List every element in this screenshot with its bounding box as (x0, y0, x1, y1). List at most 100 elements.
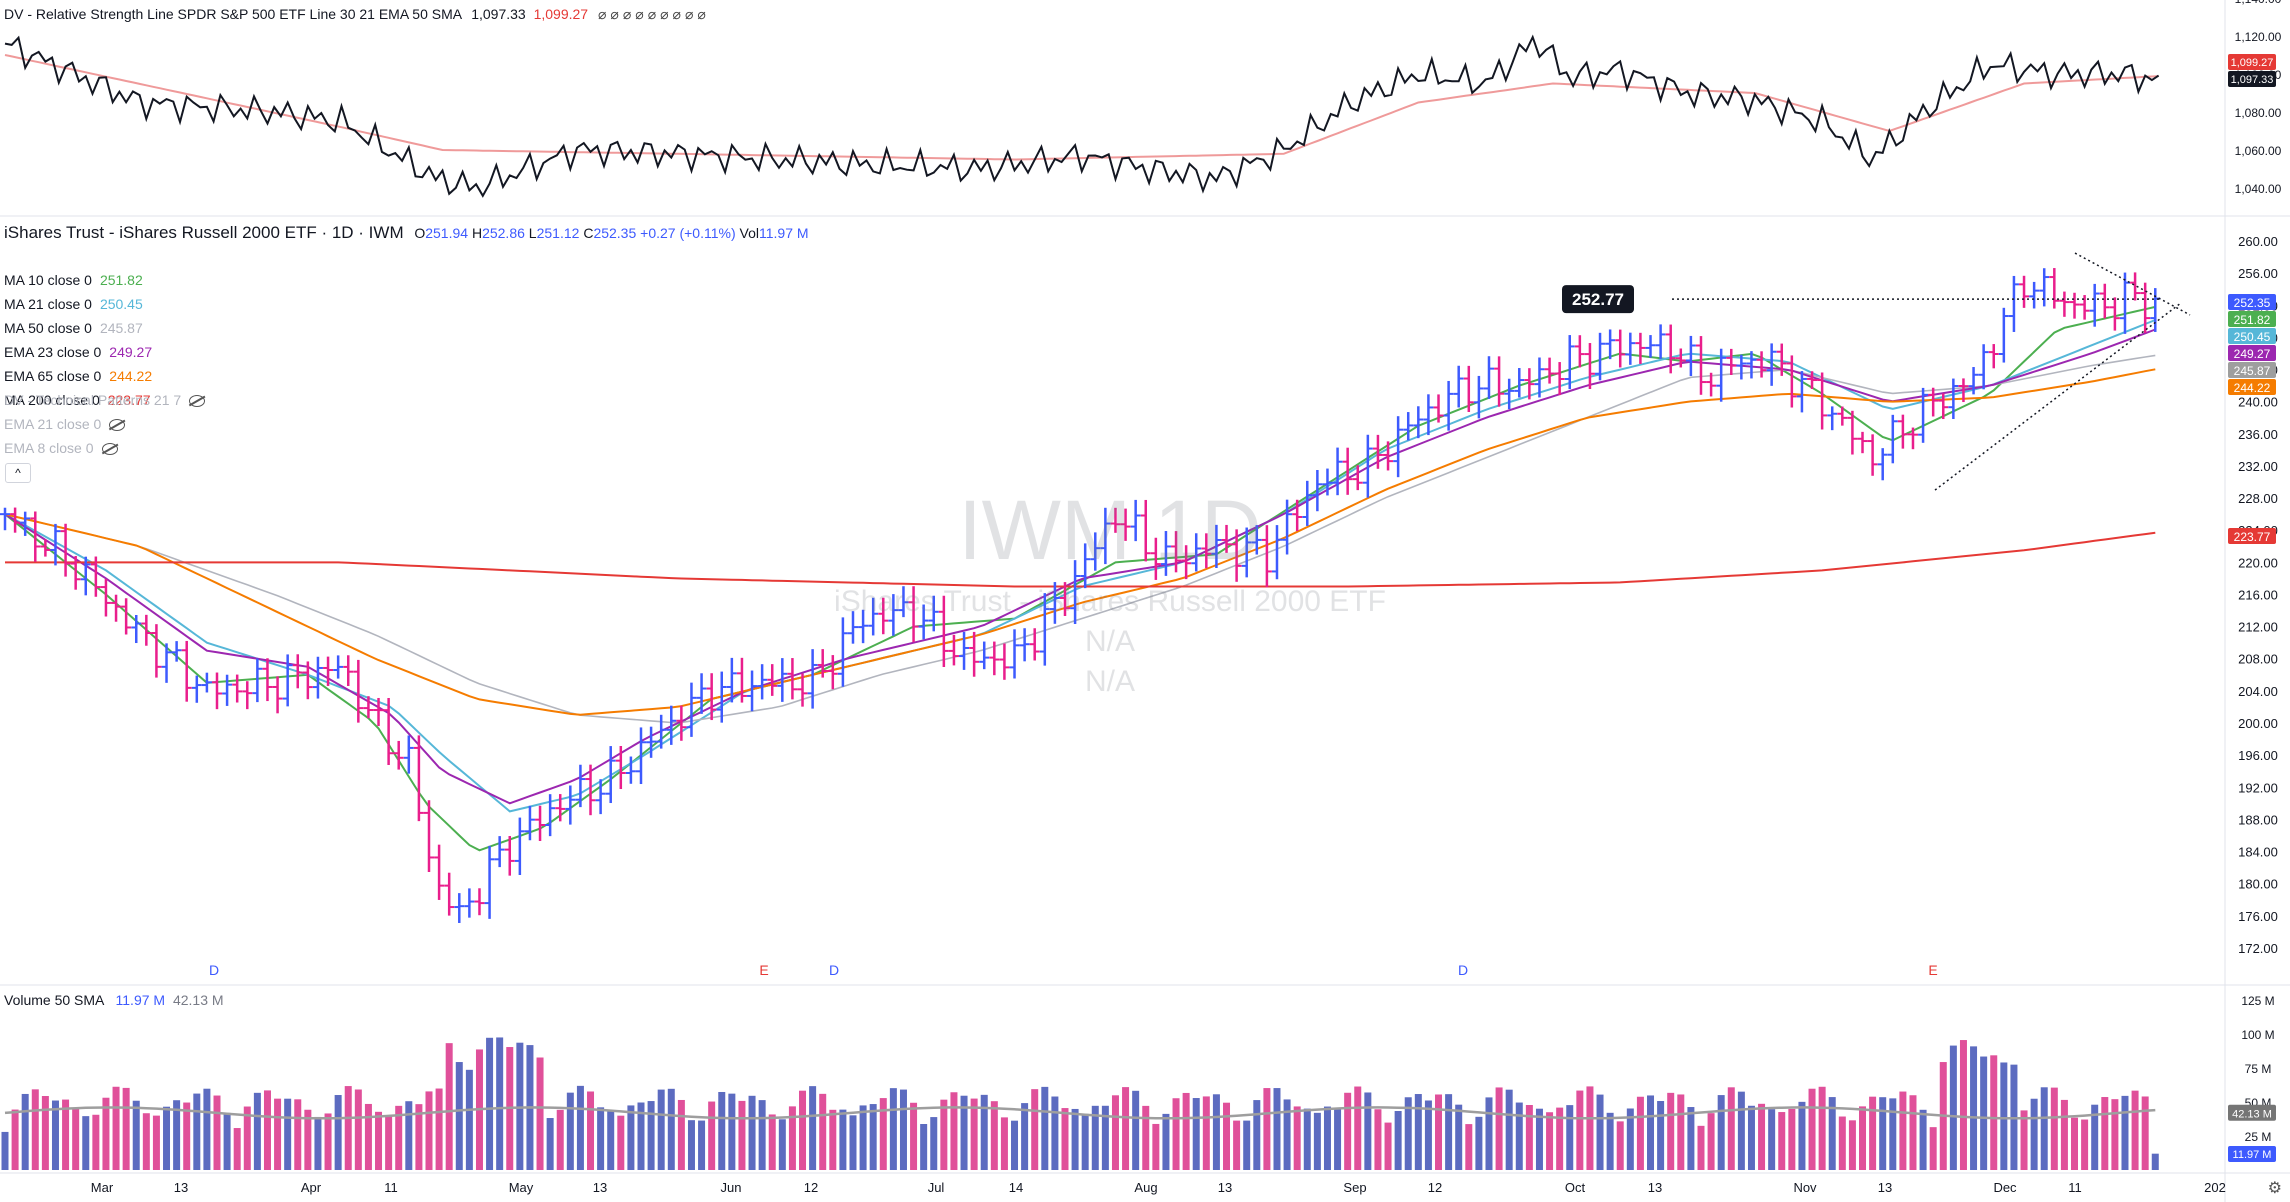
volume-bar (465, 1069, 473, 1170)
volume-bar (385, 1115, 393, 1170)
volume-tick-label: 75 M (2245, 1062, 2272, 1076)
volume-bar (405, 1101, 413, 1170)
settings-gear-icon[interactable]: ⚙ (2267, 1180, 2282, 1197)
volume-bar (940, 1099, 948, 1170)
volume-bar (1515, 1102, 1523, 1170)
volume-bar (1485, 1097, 1493, 1170)
indicator-legend-item[interactable]: EMA 65 close 0 244.22 (4, 368, 152, 384)
volume-bar (970, 1098, 978, 1170)
hidden-eye-icon[interactable] (101, 443, 118, 456)
volume-bar (395, 1105, 403, 1170)
volume-bar (536, 1057, 544, 1170)
volume-bar (718, 1091, 726, 1170)
time-tick-label: Apr (301, 1180, 322, 1195)
indicator-legend-item[interactable]: MA 21 close 0 250.45 (4, 296, 143, 312)
volume-bar (284, 1098, 292, 1170)
volume-bar (1566, 1105, 1574, 1170)
hidden-eye-icon[interactable] (189, 395, 206, 408)
hidden-indicator-item[interactable]: DV - Technical Patterns 21 7 (4, 392, 206, 408)
volume-bar (1949, 1045, 1957, 1170)
volume-bar (2091, 1104, 2099, 1170)
indicator-label: MA 200 close 0 (4, 392, 100, 408)
volume-bar (314, 1116, 322, 1170)
price-legend[interactable]: iShares Trust - iShares Russell 2000 ETF… (4, 223, 809, 243)
watermark-description: iShares Trust - iShares Russell 2000 ETF (834, 585, 1386, 618)
volume-bar (1899, 1091, 1907, 1170)
change-value: +0.27 (+0.11%) (640, 225, 736, 241)
volume-bar (1616, 1121, 1624, 1170)
volume-bar (1394, 1111, 1402, 1170)
moving-average-line (5, 531, 2156, 588)
volume-bar (1576, 1090, 1584, 1170)
volume-bar (1697, 1125, 1705, 1170)
volume-bar (233, 1128, 241, 1170)
hidden-eye-icon[interactable] (109, 419, 126, 432)
volume-bar (1747, 1105, 1755, 1170)
volume-bar (667, 1088, 675, 1170)
rs-tick-label: 1,140.00 (2235, 0, 2282, 6)
event-marker: D (209, 962, 219, 978)
volume-bar (2071, 1117, 2079, 1170)
time-tick-label: Dec (1993, 1180, 2017, 1195)
hidden-indicator-item[interactable]: EMA 21 close 0 (4, 416, 126, 432)
hidden-indicator-item[interactable]: EMA 8 close 0 (4, 440, 118, 456)
collapse-legend-button[interactable]: ^ (5, 463, 31, 483)
volume-bar (809, 1086, 817, 1170)
volume-bar (788, 1106, 796, 1170)
volume-legend-title: Volume 50 SMA (4, 992, 104, 1008)
price-badge-label: 251.82 (2234, 313, 2271, 327)
time-tick-label: Mar (91, 1180, 114, 1195)
volume-bar (1354, 1086, 1362, 1170)
indicator-legend-item[interactable]: MA 50 close 0 245.87 (4, 320, 143, 336)
indicator-legend-item[interactable]: EMA 23 close 0 249.27 (4, 344, 152, 360)
volume-bar (1465, 1124, 1473, 1170)
volume-bar (1334, 1107, 1342, 1170)
indicator-legend-item[interactable]: MA 200 close 0 223.77 (4, 392, 151, 408)
volume-bar (1778, 1112, 1786, 1170)
volume-bar (1808, 1088, 1816, 1170)
volume-bar (1556, 1107, 1564, 1170)
volume-bar (496, 1037, 504, 1170)
indicator-value: 250.45 (99, 296, 143, 312)
high-label: H (471, 225, 483, 241)
time-tick-label: 13 (1648, 1180, 1662, 1195)
volume-bar (2151, 1153, 2159, 1170)
volume-bar (2131, 1090, 2139, 1170)
volume-tick-label: 100 M (2241, 1028, 2274, 1042)
volume-bar (1828, 1097, 1836, 1170)
volume-bar (1596, 1094, 1604, 1170)
rs-legend[interactable]: DV - Relative Strength Line SPDR S&P 500… (4, 6, 710, 23)
volume-bar (274, 1098, 282, 1170)
volume-bar (889, 1088, 897, 1170)
volume-bar (455, 1062, 463, 1170)
price-badge (2228, 311, 2276, 327)
volume-bar (587, 1091, 595, 1170)
rs-badge-label: 1,097.33 (2231, 74, 2274, 86)
volume-bar (1243, 1120, 1251, 1170)
time-tick-label: 13 (174, 1180, 188, 1195)
volume-value-1: 11.97 M (115, 992, 166, 1008)
volume-bar (576, 1085, 584, 1170)
volume-bar (1071, 1108, 1079, 1170)
indicator-legend-item[interactable]: MA 10 close 0 251.82 (4, 272, 143, 288)
volume-legend[interactable]: Volume 50 SMA 11.97 M 42.13 M (4, 992, 224, 1008)
volume-bar (1051, 1096, 1059, 1170)
volume-bar (223, 1112, 231, 1170)
volume-bar (708, 1101, 716, 1170)
rs-badge (2228, 71, 2276, 87)
volume-bar (849, 1115, 857, 1170)
volume-bar (72, 1108, 80, 1170)
volume-bar (899, 1089, 907, 1170)
volume-bar (1909, 1095, 1917, 1170)
volume-bar (193, 1093, 201, 1170)
price-badge (2228, 379, 2276, 395)
volume-bar (132, 1100, 140, 1170)
volume-bar (1657, 1101, 1665, 1170)
hidden-indicator-label: EMA 21 close 0 (4, 416, 102, 432)
event-marker: E (1928, 962, 1937, 978)
volume-bar (1142, 1105, 1150, 1170)
price-tick-label: 216.00 (2238, 587, 2278, 602)
price-tick-label: 208.00 (2238, 652, 2278, 667)
volume-badge (2228, 1104, 2276, 1121)
